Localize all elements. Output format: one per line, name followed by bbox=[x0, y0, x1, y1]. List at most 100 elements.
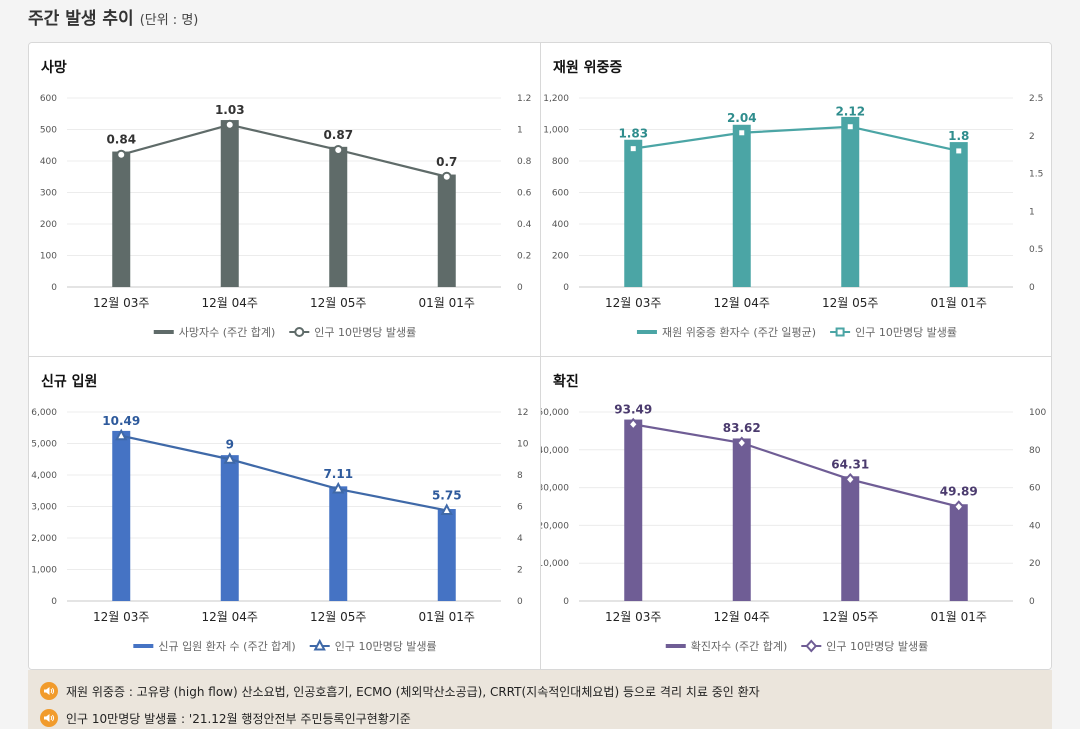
bar bbox=[437, 174, 456, 287]
data-label: 1.83 bbox=[618, 127, 648, 141]
legend-label: 인구 10만명당 발생률 bbox=[335, 640, 437, 653]
legend-marker bbox=[313, 638, 326, 651]
bar bbox=[220, 120, 239, 287]
right-tick-label: 0.4 bbox=[517, 220, 532, 230]
left-tick-label: 0 bbox=[563, 283, 569, 293]
legend: 확진자수 (주간 합계) 인구 10만명당 발생률 bbox=[665, 639, 928, 653]
data-label: 5.75 bbox=[432, 488, 462, 502]
line-point bbox=[737, 128, 747, 138]
legend-label: 신규 입원 환자 수 (주간 합계) bbox=[158, 640, 295, 653]
left-tick-label: 100 bbox=[40, 252, 57, 262]
left-tick-label: 4,000 bbox=[31, 471, 57, 481]
right-tick-label: 40 bbox=[1029, 521, 1041, 531]
page-title: 주간 발생 추이 bbox=[28, 9, 134, 29]
bar bbox=[220, 455, 239, 601]
legend-label: 인구 10만명당 발생률 bbox=[855, 326, 957, 339]
chart-panel-deaths: 사망 0 100 200 300 400 500 600 0 0.2 0.4 0.6 0.8 1 1.2 1… bbox=[29, 43, 541, 357]
right-tick-label: 0 bbox=[1029, 597, 1035, 607]
bar bbox=[112, 430, 131, 601]
line-point bbox=[952, 500, 965, 514]
bar bbox=[949, 142, 968, 287]
left-tick-label: 6,000 bbox=[31, 408, 57, 418]
chart-panel-confirmed: 확진 0 10,000 20,000 30,000 40,000 50,000 0 20 40 6… bbox=[541, 357, 1051, 669]
series-line bbox=[120, 123, 448, 178]
left-tick-label: 200 bbox=[40, 220, 57, 230]
right-tick-label: 0 bbox=[1029, 283, 1035, 293]
left-tick-label: 600 bbox=[40, 94, 57, 104]
legend-swatch-bar bbox=[133, 644, 154, 648]
line-point bbox=[954, 146, 964, 156]
left-tick-label: 0 bbox=[51, 597, 57, 607]
right-tick-label: 1 bbox=[517, 126, 523, 136]
right-tick-label: 0.5 bbox=[1029, 245, 1043, 255]
data-label: 0.87 bbox=[323, 128, 353, 142]
right-tick-label: 12 bbox=[517, 408, 528, 418]
left-tick-label: 10,000 bbox=[541, 559, 569, 569]
confirmed-chart: 0 10,000 20,000 30,000 40,000 50,000 0 20 40 60 80… bbox=[541, 402, 1046, 653]
admissions-chart: 0 1,000 2,000 3,000 4,000 5,000 6,000 0 2 4 6 8 10 12… bbox=[31, 408, 529, 653]
data-label: 2.12 bbox=[835, 105, 865, 119]
line-point bbox=[440, 503, 453, 515]
right-tick-label: 8 bbox=[517, 471, 523, 481]
right-tick-label: 100 bbox=[1029, 408, 1046, 418]
line-point bbox=[332, 481, 345, 494]
data-label: 83.62 bbox=[723, 421, 761, 435]
panel-title: 재원 위중증 bbox=[553, 60, 623, 76]
bar bbox=[732, 124, 751, 288]
legend: 신규 입원 환자 수 (주간 합계) 인구 10만명당 발생률 bbox=[133, 638, 437, 653]
category-label: 12월 05주 bbox=[310, 610, 366, 624]
left-tick-label: 400 bbox=[552, 220, 569, 230]
bar bbox=[329, 486, 348, 601]
chart-panel-critical: 재원 위중증 0 200 400 600 800 1,000 1,200 0 0.5 1 1.5 2 2… bbox=[541, 43, 1051, 357]
right-tick-label: 20 bbox=[1029, 559, 1041, 569]
category-label: 12월 03주 bbox=[93, 610, 149, 624]
legend-marker bbox=[835, 327, 845, 337]
panel-title: 사망 bbox=[41, 60, 67, 76]
data-label: 49.89 bbox=[940, 485, 978, 499]
legend-marker bbox=[294, 327, 305, 337]
bar bbox=[841, 476, 860, 601]
data-label: 0.84 bbox=[106, 133, 136, 147]
left-tick-label: 400 bbox=[40, 157, 57, 167]
category-label: 12월 04주 bbox=[714, 296, 770, 310]
legend-label: 인구 10만명당 발생률 bbox=[314, 326, 416, 339]
legend-label: 인구 10만명당 발생률 bbox=[826, 640, 928, 653]
bar bbox=[949, 504, 968, 601]
data-label: 10.49 bbox=[102, 414, 140, 428]
right-tick-label: 1 bbox=[1029, 207, 1035, 217]
bar bbox=[624, 139, 643, 287]
right-tick-label: 1.2 bbox=[517, 94, 531, 104]
note-item: 인구 10만명당 발생률 : '21.12월 행정안전부 주민등록인구현황기준 bbox=[40, 709, 411, 727]
data-label: 93.49 bbox=[614, 402, 652, 416]
left-tick-label: 5,000 bbox=[31, 440, 57, 450]
data-label: 1.03 bbox=[215, 103, 245, 117]
bar bbox=[624, 419, 643, 601]
speaker-icon bbox=[40, 682, 58, 700]
line-point bbox=[627, 417, 640, 431]
left-tick-label: 1,200 bbox=[543, 94, 569, 104]
note-text: 인구 10만명당 발생률 : '21.12월 행정안전부 주민등록인구현황기준 bbox=[66, 711, 411, 726]
panel-title: 확진 bbox=[553, 374, 579, 390]
left-tick-label: 2,000 bbox=[31, 534, 57, 544]
data-label: 0.7 bbox=[436, 155, 457, 169]
notes-box: 재원 위중증 : 고유량 (high flow) 산소요법, 인공호흡기, EC… bbox=[28, 670, 1052, 729]
bar bbox=[329, 146, 348, 287]
category-label: 01월 01주 bbox=[419, 296, 475, 310]
note-text: 재원 위중증 : 고유량 (high flow) 산소요법, 인공호흡기, EC… bbox=[66, 684, 760, 699]
legend-label: 재원 위중증 환자수 (주간 일평균) bbox=[662, 325, 816, 339]
right-tick-label: 10 bbox=[517, 440, 529, 450]
left-tick-label: 800 bbox=[552, 157, 569, 167]
category-label: 12월 04주 bbox=[714, 610, 770, 624]
legend-label: 사망자수 (주간 합계) bbox=[179, 326, 276, 339]
right-tick-label: 0 bbox=[517, 597, 523, 607]
left-tick-label: 1,000 bbox=[31, 566, 57, 576]
left-tick-label: 30,000 bbox=[541, 484, 569, 494]
category-label: 12월 05주 bbox=[822, 610, 878, 624]
right-tick-label: 0 bbox=[517, 283, 523, 293]
right-tick-label: 2.5 bbox=[1029, 94, 1043, 104]
category-label: 01월 01주 bbox=[931, 296, 987, 310]
data-label: 7.11 bbox=[323, 467, 353, 481]
category-label: 12월 05주 bbox=[822, 296, 878, 310]
category-label: 12월 04주 bbox=[202, 296, 258, 310]
left-tick-label: 0 bbox=[563, 597, 569, 607]
